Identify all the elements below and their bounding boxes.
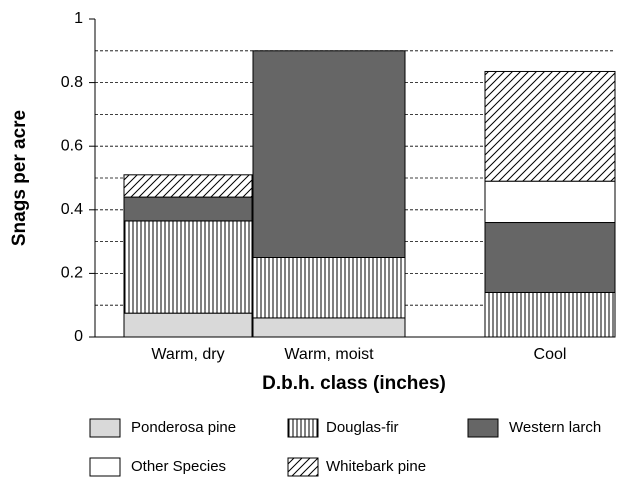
legend-swatch: [89, 418, 121, 438]
legend-swatch: [287, 457, 319, 477]
legend-swatch: [467, 418, 499, 438]
y-tick-label: 0.4: [61, 201, 83, 218]
bar-segment: [123, 220, 253, 314]
bar-segment: [484, 291, 616, 338]
x-axis-title: D.b.h. class (inches): [262, 373, 446, 394]
legend-swatch: [287, 418, 319, 438]
x-tick-label: Warm, moist: [284, 346, 374, 363]
bar-segment: [123, 174, 253, 198]
y-tick-label: 0.8: [61, 74, 83, 91]
bar-segment: [252, 50, 406, 258]
y-tick-label: 0.6: [61, 137, 83, 154]
y-axis-title: Snags per acre: [9, 110, 30, 246]
y-tick-label: 0: [74, 328, 83, 345]
legend-swatch: [89, 457, 121, 477]
bar-segment: [484, 70, 616, 182]
legend-label: Douglas-fir: [326, 419, 399, 436]
legend-label: Ponderosa pine: [131, 419, 236, 436]
legend-label: Other Species: [131, 458, 226, 475]
bar-segment: [123, 196, 253, 222]
bar-segment: [123, 312, 253, 338]
bar-segment: [252, 317, 406, 338]
bar-segment: [484, 180, 616, 224]
y-tick-label: 1: [74, 10, 83, 27]
x-tick-label: Warm, dry: [151, 346, 224, 363]
y-tick-label: 0.2: [61, 265, 83, 282]
bar-segment: [484, 222, 616, 293]
legend-label: Whitebark pine: [326, 458, 426, 475]
legend-label: Western larch: [509, 419, 601, 436]
x-tick-label: Cool: [534, 346, 567, 363]
bar-segment: [252, 257, 406, 319]
